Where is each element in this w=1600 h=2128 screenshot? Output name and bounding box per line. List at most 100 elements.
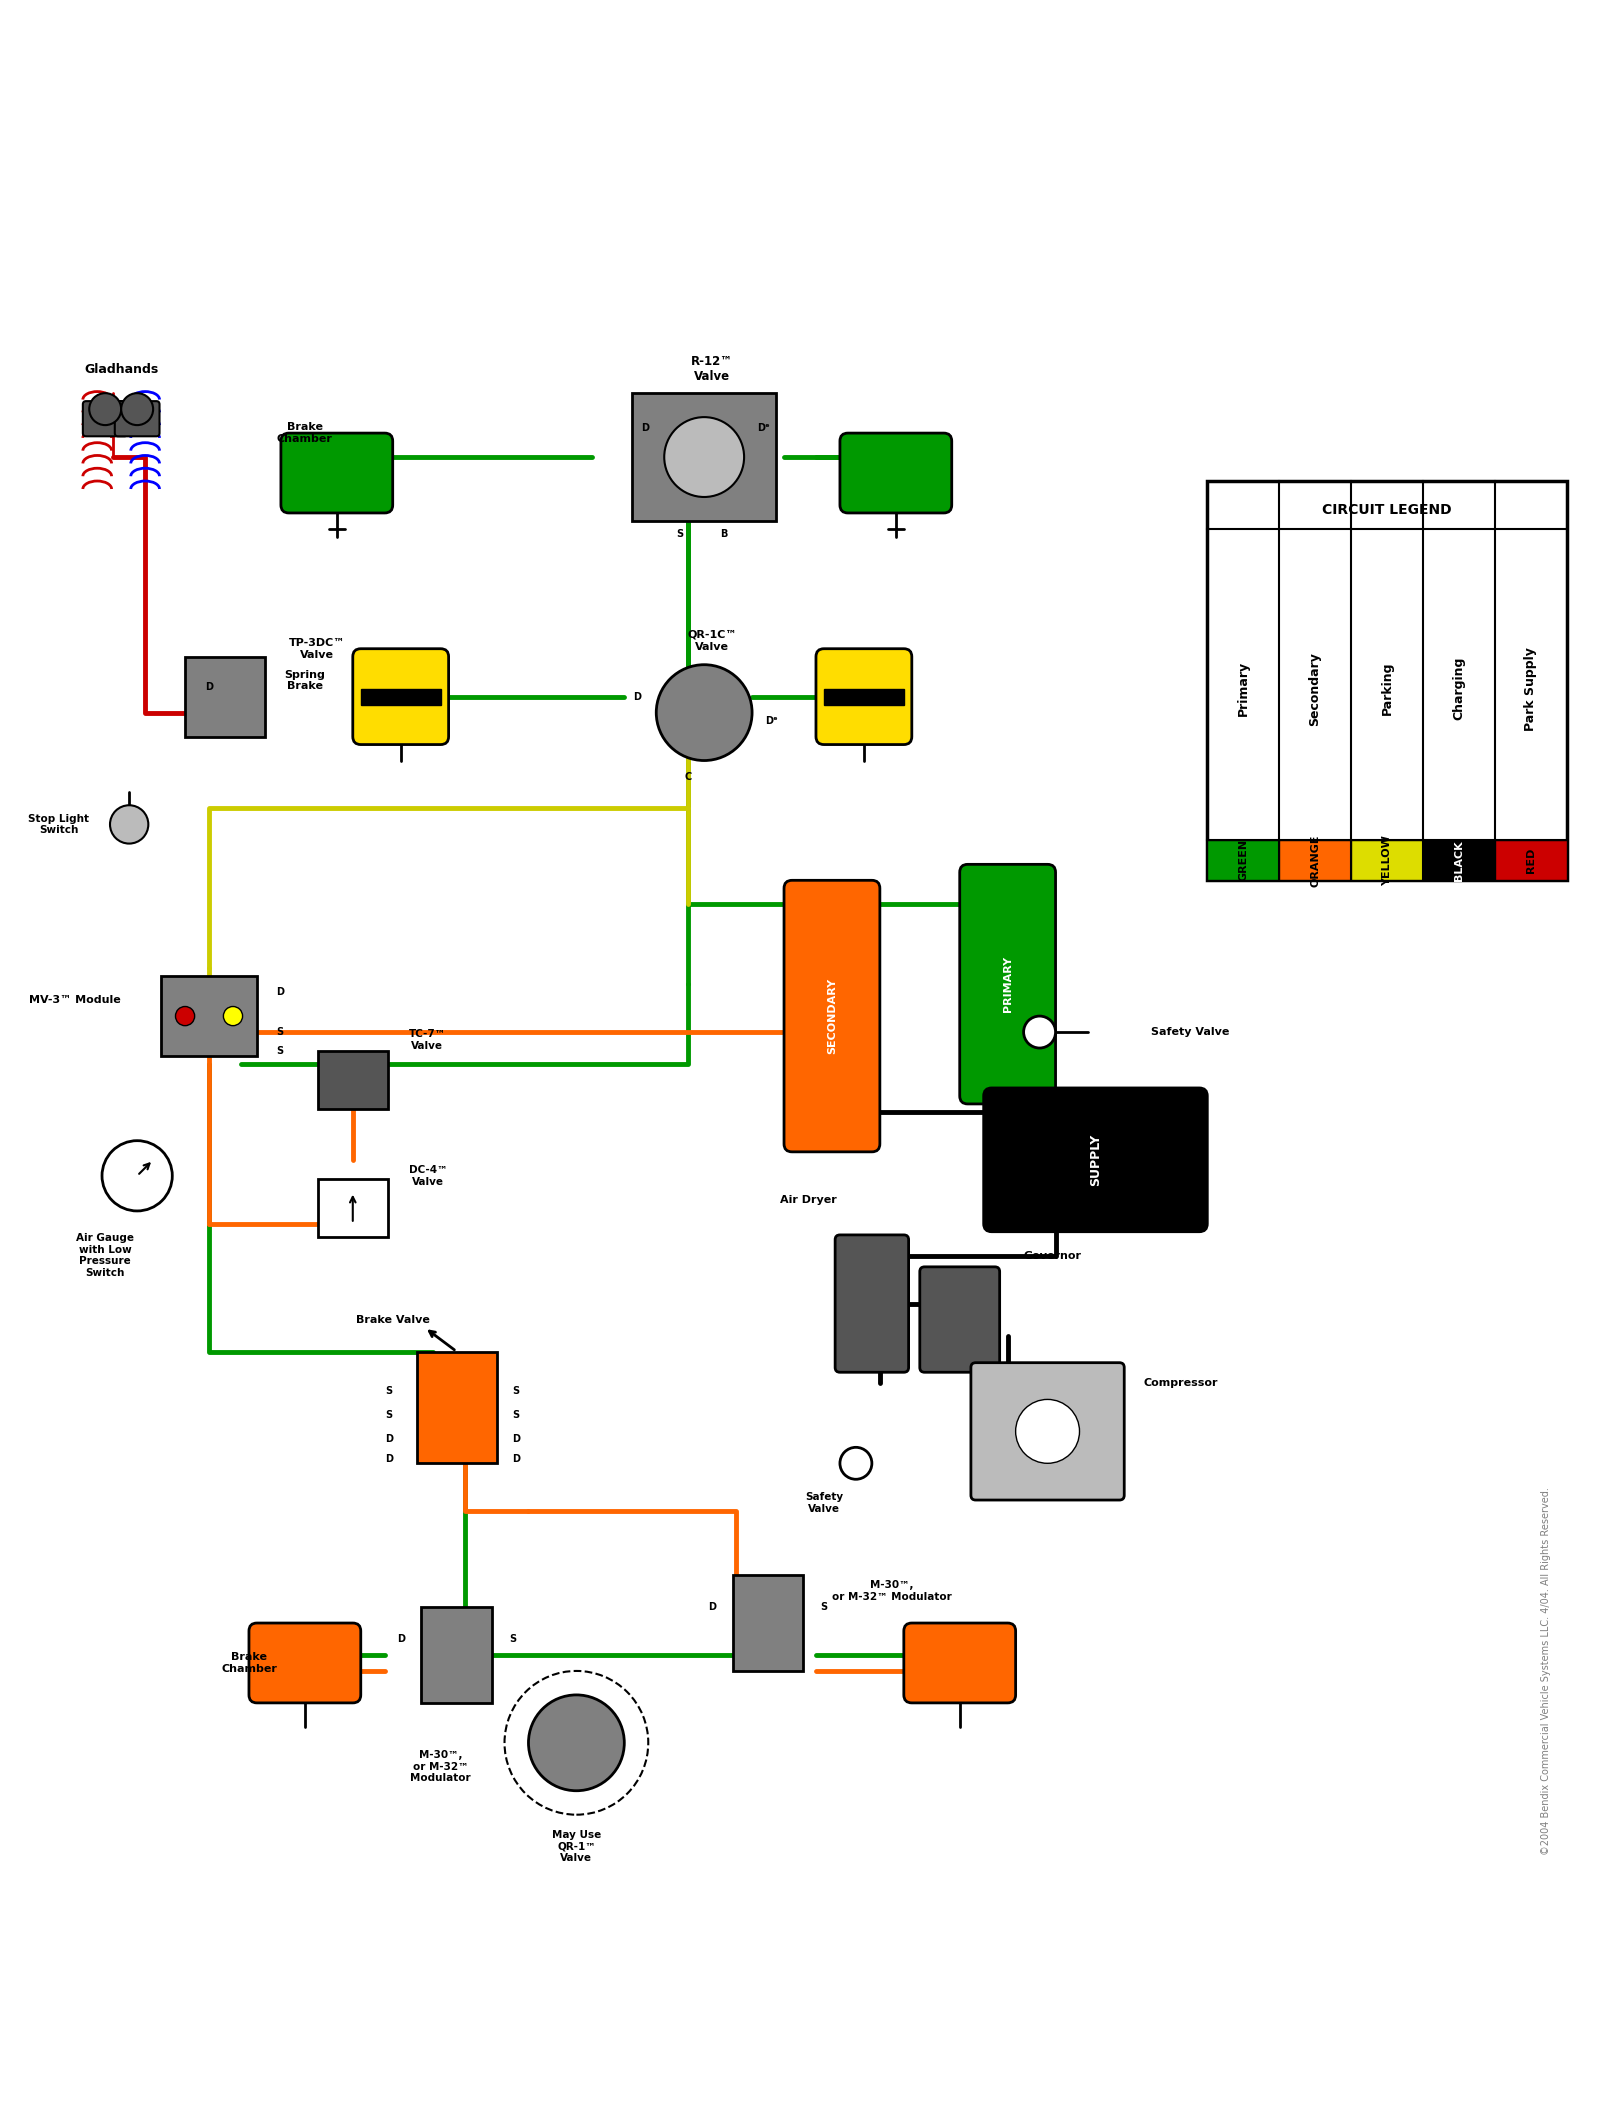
- Text: S: S: [512, 1411, 520, 1419]
- Text: Dᵉ: Dᵉ: [757, 423, 770, 434]
- FancyBboxPatch shape: [115, 402, 160, 436]
- Text: Brake
Chamber: Brake Chamber: [277, 421, 333, 445]
- Text: Parking: Parking: [1381, 662, 1394, 715]
- Text: Stop Light
Switch: Stop Light Switch: [29, 813, 90, 834]
- Text: S: S: [277, 1047, 283, 1055]
- FancyBboxPatch shape: [360, 689, 440, 704]
- Text: RED: RED: [1526, 847, 1536, 872]
- Circle shape: [110, 804, 149, 843]
- Text: SECONDARY: SECONDARY: [827, 979, 837, 1053]
- Text: B: B: [720, 528, 726, 538]
- Text: MV-3™ Module: MV-3™ Module: [29, 996, 122, 1004]
- Bar: [1208, 841, 1278, 881]
- Circle shape: [840, 1447, 872, 1479]
- Text: QR-1C™
Valve: QR-1C™ Valve: [688, 630, 738, 651]
- FancyBboxPatch shape: [632, 394, 776, 521]
- Text: C: C: [685, 772, 691, 781]
- Text: D: D: [709, 1602, 717, 1613]
- FancyBboxPatch shape: [733, 1575, 803, 1670]
- Text: PRIMARY: PRIMARY: [1003, 955, 1013, 1013]
- FancyBboxPatch shape: [186, 658, 266, 736]
- FancyBboxPatch shape: [971, 1362, 1125, 1500]
- Text: Dᵉ: Dᵉ: [765, 715, 778, 726]
- FancyBboxPatch shape: [352, 649, 448, 745]
- Text: S: S: [386, 1387, 392, 1396]
- Text: R-12™
Valve: R-12™ Valve: [691, 355, 733, 383]
- FancyBboxPatch shape: [816, 649, 912, 745]
- Text: Gladhands: Gladhands: [85, 362, 158, 377]
- FancyBboxPatch shape: [835, 1234, 909, 1373]
- Text: BLACK: BLACK: [1454, 841, 1464, 881]
- Text: D: D: [384, 1453, 392, 1464]
- Text: Secondary: Secondary: [1309, 651, 1322, 726]
- Text: DC-4™
Valve: DC-4™ Valve: [408, 1164, 446, 1187]
- Circle shape: [176, 1007, 195, 1026]
- Circle shape: [656, 664, 752, 760]
- FancyBboxPatch shape: [920, 1266, 1000, 1373]
- Text: D: D: [397, 1634, 405, 1645]
- FancyBboxPatch shape: [824, 689, 904, 704]
- Text: Brake Valve: Brake Valve: [355, 1315, 430, 1324]
- Text: S: S: [509, 1634, 517, 1645]
- Text: TC-7™
Valve: TC-7™ Valve: [408, 1030, 446, 1051]
- Text: D: D: [384, 1434, 392, 1445]
- Text: S: S: [386, 1411, 392, 1419]
- Text: Safety
Valve: Safety Valve: [805, 1492, 843, 1513]
- Text: S: S: [821, 1602, 827, 1613]
- Text: GREEN: GREEN: [1238, 838, 1248, 881]
- Bar: [1278, 841, 1350, 881]
- Circle shape: [664, 417, 744, 498]
- FancyBboxPatch shape: [83, 402, 128, 436]
- FancyBboxPatch shape: [318, 1179, 387, 1236]
- Bar: [1208, 481, 1566, 881]
- Text: Spring
Brake: Spring Brake: [285, 670, 325, 692]
- Text: ©2004 Bendix Commercial Vehicle Systems LLC. 4/04. All Rights Reserved.: ©2004 Bendix Commercial Vehicle Systems …: [1541, 1487, 1550, 1856]
- Text: Primary: Primary: [1237, 662, 1250, 717]
- FancyBboxPatch shape: [960, 864, 1056, 1104]
- Text: Air Dryer: Air Dryer: [779, 1194, 837, 1204]
- Text: TP-3DC™
Valve: TP-3DC™ Valve: [290, 638, 346, 660]
- Text: Safety Valve: Safety Valve: [1152, 1028, 1230, 1036]
- Bar: [1350, 841, 1422, 881]
- FancyBboxPatch shape: [984, 1087, 1208, 1232]
- FancyBboxPatch shape: [784, 881, 880, 1151]
- Text: M-30™,
or M-32™ Modulator: M-30™, or M-32™ Modulator: [832, 1581, 952, 1602]
- Text: D: D: [512, 1434, 520, 1445]
- Text: D: D: [642, 423, 650, 434]
- Circle shape: [528, 1694, 624, 1792]
- FancyBboxPatch shape: [421, 1607, 491, 1702]
- Text: Brake
Chamber: Brake Chamber: [221, 1651, 277, 1675]
- Text: D: D: [634, 692, 642, 702]
- Text: ORANGE: ORANGE: [1310, 834, 1320, 887]
- Text: D: D: [277, 987, 285, 998]
- Text: S: S: [512, 1387, 520, 1396]
- Bar: [1422, 841, 1494, 881]
- FancyBboxPatch shape: [282, 434, 392, 513]
- Text: D: D: [512, 1453, 520, 1464]
- Text: SUPPLY: SUPPLY: [1090, 1134, 1102, 1185]
- Circle shape: [1024, 1015, 1056, 1047]
- Circle shape: [1016, 1400, 1080, 1464]
- FancyBboxPatch shape: [318, 1051, 387, 1109]
- Text: Compressor: Compressor: [1144, 1379, 1218, 1387]
- Circle shape: [90, 394, 122, 426]
- Circle shape: [224, 1007, 243, 1026]
- Circle shape: [122, 394, 154, 426]
- FancyBboxPatch shape: [416, 1351, 496, 1464]
- Text: YELLOW: YELLOW: [1382, 834, 1392, 885]
- FancyBboxPatch shape: [250, 1624, 360, 1702]
- Text: Park Supply: Park Supply: [1525, 647, 1538, 730]
- Text: S: S: [677, 528, 683, 538]
- Text: Charging: Charging: [1453, 658, 1466, 721]
- Text: Governor: Governor: [1024, 1251, 1082, 1260]
- Text: May Use
QR-1™
Valve: May Use QR-1™ Valve: [552, 1830, 602, 1864]
- Text: Air Gauge
with Low
Pressure
Switch: Air Gauge with Low Pressure Switch: [77, 1234, 134, 1279]
- Circle shape: [102, 1141, 173, 1211]
- Text: D: D: [205, 683, 213, 692]
- FancyBboxPatch shape: [162, 977, 258, 1055]
- Text: M-30™,
or M-32™
Modulator: M-30™, or M-32™ Modulator: [410, 1749, 470, 1783]
- FancyBboxPatch shape: [840, 434, 952, 513]
- Text: S: S: [277, 1028, 283, 1036]
- Text: CIRCUIT LEGEND: CIRCUIT LEGEND: [1322, 502, 1451, 517]
- Bar: [1494, 841, 1566, 881]
